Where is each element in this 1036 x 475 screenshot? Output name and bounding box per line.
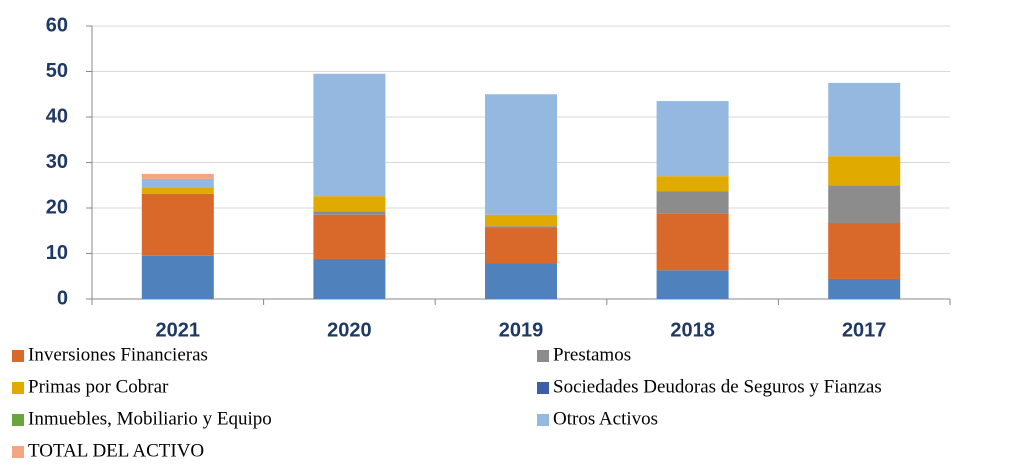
y-tick-label: 10 xyxy=(46,242,68,264)
bar-segment xyxy=(141,193,214,256)
bar-segment xyxy=(141,173,214,179)
x-tick-label: 2017 xyxy=(842,319,887,341)
legend-swatch xyxy=(537,382,549,394)
x-tick-label: 2019 xyxy=(499,319,544,341)
y-tick-label: 40 xyxy=(46,105,68,127)
legend-swatch xyxy=(12,414,24,426)
x-tick-label: 2018 xyxy=(670,319,715,341)
bar-segment xyxy=(141,187,214,194)
legend-label: Otros Activos xyxy=(553,408,658,429)
bar-segment xyxy=(313,258,386,299)
bar-segment xyxy=(828,278,901,299)
bar-segment xyxy=(485,94,557,215)
y-tick-label: 20 xyxy=(46,196,68,218)
bar-segment xyxy=(485,228,557,264)
y-tick-label: 30 xyxy=(46,151,68,173)
legend-label: Inmuebles, Mobiliario y Equipo xyxy=(28,408,272,429)
bar-segment xyxy=(828,223,901,279)
bar-segment xyxy=(656,191,729,214)
legend-label: TOTAL DEL ACTIVO xyxy=(28,440,204,461)
bar-segment xyxy=(656,213,729,271)
legend-label: Prestamos xyxy=(553,344,631,365)
bar-segment xyxy=(828,185,901,224)
bar-segment xyxy=(656,270,729,299)
bar-segment xyxy=(656,176,729,192)
bar-segment xyxy=(141,255,214,299)
bar-segment xyxy=(485,214,557,227)
y-tick-label: 60 xyxy=(46,14,68,36)
bar-segment xyxy=(313,214,386,259)
x-tick-label: 2020 xyxy=(327,319,372,341)
legend-swatch xyxy=(12,350,24,362)
legend-label: Sociedades Deudoras de Seguros y Fianzas xyxy=(553,376,882,397)
x-tick-label: 2021 xyxy=(156,319,201,341)
legend-label: Primas por Cobrar xyxy=(28,376,169,397)
legend-swatch xyxy=(537,414,549,426)
bar-segment xyxy=(828,156,901,186)
legend-swatch xyxy=(537,350,549,362)
bar-segment xyxy=(828,82,901,157)
legend-swatch xyxy=(12,446,24,458)
bar-segment xyxy=(313,196,386,212)
bar-segment xyxy=(656,101,729,177)
bar-segment xyxy=(313,211,386,215)
y-tick-label: 0 xyxy=(57,287,68,309)
bar-segment xyxy=(141,178,214,188)
y-tick-label: 50 xyxy=(46,60,68,82)
legend-label: Inversiones Financieras xyxy=(28,344,208,365)
bar-segment xyxy=(313,73,386,197)
bar-segment xyxy=(485,226,557,229)
legend-swatch xyxy=(12,382,24,394)
bar-segment xyxy=(485,263,557,299)
